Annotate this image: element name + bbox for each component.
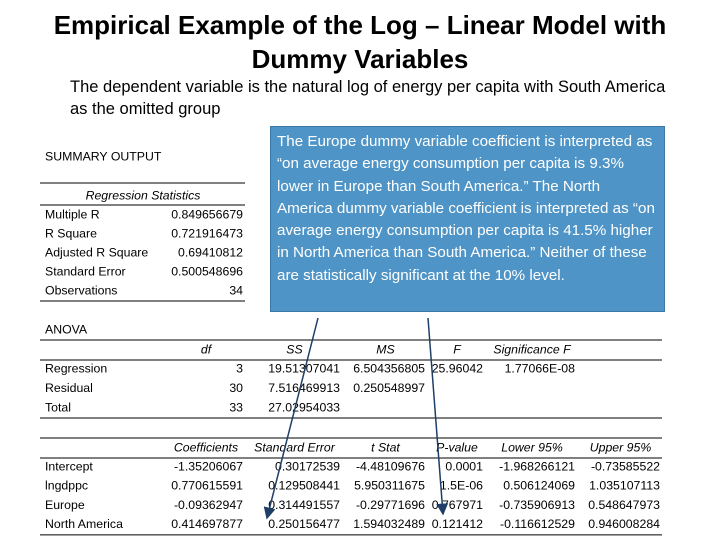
- cell-value: 1.035107113: [589, 479, 660, 493]
- cell-value: 0.69410812: [178, 245, 243, 259]
- column-header: MS: [376, 342, 395, 356]
- cell-value: 27.02954033: [268, 400, 340, 414]
- row-label: Europe: [45, 498, 85, 512]
- cell-value: 1.594032489: [353, 517, 425, 531]
- arrow: [427, 317, 449, 516]
- row-label: Regression: [45, 361, 107, 375]
- cell-value: 0.500548696: [171, 264, 243, 278]
- cell-value: 1.77066E-08: [505, 361, 576, 375]
- section-title: ANOVA: [45, 322, 88, 336]
- column-header: Lower 95%: [501, 440, 563, 454]
- cell-value: 0.250548997: [353, 381, 425, 395]
- column-header: F: [453, 342, 462, 356]
- cell-value: 0.0001: [445, 459, 483, 473]
- slide-subtitle: The dependent variable is the natural lo…: [70, 78, 666, 118]
- callout: The Europe dummy variable coefficient is…: [270, 126, 665, 312]
- row-label: R Square: [45, 226, 97, 240]
- cell-value: -0.29771696: [356, 498, 425, 512]
- cell-value: -0.09362947: [174, 498, 243, 512]
- row-label: Total: [45, 400, 71, 414]
- row-label: Observations: [45, 283, 117, 297]
- row-label: Adjusted R Square: [45, 245, 148, 259]
- column-header: Significance F: [493, 342, 572, 356]
- column-header: Standard Error: [254, 440, 336, 454]
- cell-value: -0.735906913: [499, 498, 575, 512]
- row-label: Standard Error: [45, 264, 126, 278]
- row-label: Residual: [45, 381, 93, 395]
- cell-value: 0.121412: [432, 517, 483, 531]
- cell-value: -1.35206067: [174, 459, 243, 473]
- cell-value: -0.116612529: [500, 517, 575, 531]
- section-header: Regression Statistics: [86, 188, 201, 202]
- cell-value: -1.968266121: [499, 459, 575, 473]
- column-header: df: [201, 342, 213, 356]
- cell-value: -0.73585522: [591, 459, 660, 473]
- cell-value: 0.548647973: [588, 498, 660, 512]
- column-header: SS: [286, 342, 303, 356]
- cell-value: 34: [229, 283, 243, 297]
- cell-value: 0.129508441: [268, 479, 340, 493]
- row-label: North America: [45, 517, 123, 531]
- section-title: SUMMARY OUTPUT: [45, 149, 162, 163]
- cell-value: 3: [236, 361, 243, 375]
- cell-value: 0.946008284: [588, 517, 660, 531]
- row-label: Multiple R: [45, 207, 100, 221]
- cell-value: 0.414697877: [171, 517, 243, 531]
- row-label: Intercept: [45, 459, 93, 473]
- slide-title: Empirical Example of the Log – Linear Mo…: [53, 10, 667, 74]
- cell-value: 0.721916473: [171, 226, 243, 240]
- cell-value: 30: [229, 381, 243, 395]
- cell-value: 25.96042: [432, 361, 483, 375]
- cell-value: 1.5E-06: [440, 479, 483, 493]
- cell-value: 0.506124069: [503, 479, 575, 493]
- cell-value: 0.250156477: [268, 517, 340, 531]
- cell-value: 0.30172539: [275, 459, 340, 473]
- cell-value: 5.950311675: [354, 479, 425, 493]
- column-header: P-value: [436, 440, 478, 454]
- column-header: Upper 95%: [590, 440, 652, 454]
- cell-value: -4.48109676: [356, 459, 425, 473]
- cell-value: 33: [229, 400, 243, 414]
- cell-value: 0.849656679: [171, 207, 243, 221]
- column-header: t Stat: [371, 440, 400, 454]
- row-label: lngdppc: [45, 479, 88, 493]
- cell-value: 7.516469913: [268, 381, 340, 395]
- cell-value: 6.504356805: [353, 361, 425, 375]
- column-header: Coefficients: [174, 440, 238, 454]
- arrow: [263, 317, 319, 520]
- cell-value: 0.314491557: [268, 498, 340, 512]
- cell-value: 0.770615591: [171, 479, 243, 493]
- cell-value: 19.51307041: [268, 361, 340, 375]
